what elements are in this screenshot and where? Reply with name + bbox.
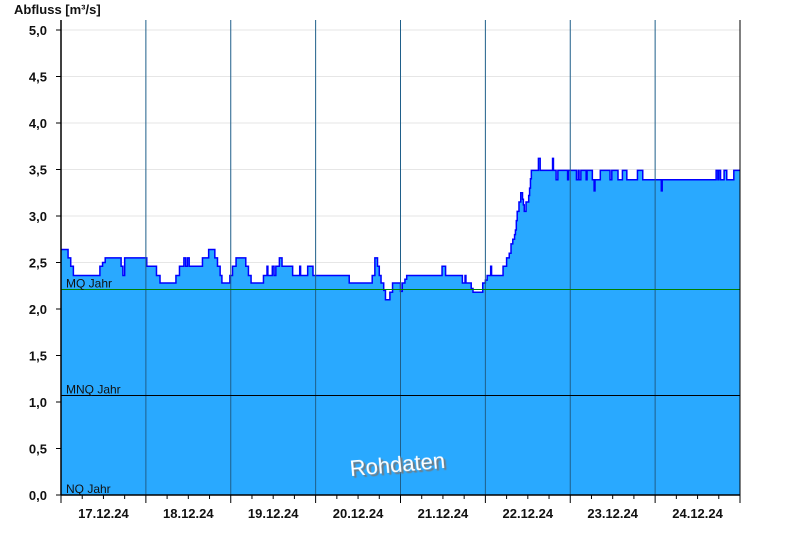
- reference-line-label: NQ Jahr: [66, 482, 111, 496]
- y-tick-label: 4,0: [29, 116, 47, 131]
- reference-line-label: MNQ Jahr: [66, 382, 121, 396]
- y-tick-label: 3,0: [29, 209, 47, 224]
- x-ticks: 17.12.24 18.12.24 19.12.24 20.12.24 21.12.24…: [60, 495, 741, 521]
- y-tick-label: 5,0: [29, 23, 47, 38]
- y-tick-label: 0,0: [29, 488, 47, 503]
- x-tick-label: 22.12.24: [503, 506, 554, 521]
- x-tick-label: 18.12.24: [163, 506, 214, 521]
- x-tick-label: 19.12.24: [248, 506, 299, 521]
- y-tick-label: 2,5: [29, 256, 47, 271]
- y-tick-label: 4,5: [29, 70, 47, 85]
- y-axis-label: Abfluss [m³/s]: [14, 2, 101, 17]
- day-lines: [145, 20, 656, 495]
- discharge-line: [61, 157, 740, 301]
- x-tick-label: 20.12.24: [333, 506, 384, 521]
- x-tick-label: 24.12.24: [672, 506, 723, 521]
- x-tick-label: 23.12.24: [587, 506, 638, 521]
- y-tick-label: 2,0: [29, 302, 47, 317]
- y-tick-label: 3,5: [29, 163, 47, 178]
- y-tick-label: 1,5: [29, 349, 47, 364]
- x-tick-label: 21.12.24: [418, 506, 469, 521]
- y-ticks: 0,0 0,5 1,0 1,5 2,0 2,5 3,0 3,5 4,0 4,5 5,0: [29, 23, 61, 503]
- x-tick-label: 17.12.24: [78, 506, 129, 521]
- y-tick-label: 1,0: [29, 395, 47, 410]
- reference-line-label: MQ Jahr: [66, 276, 112, 290]
- y-tick-label: 0,5: [29, 442, 47, 457]
